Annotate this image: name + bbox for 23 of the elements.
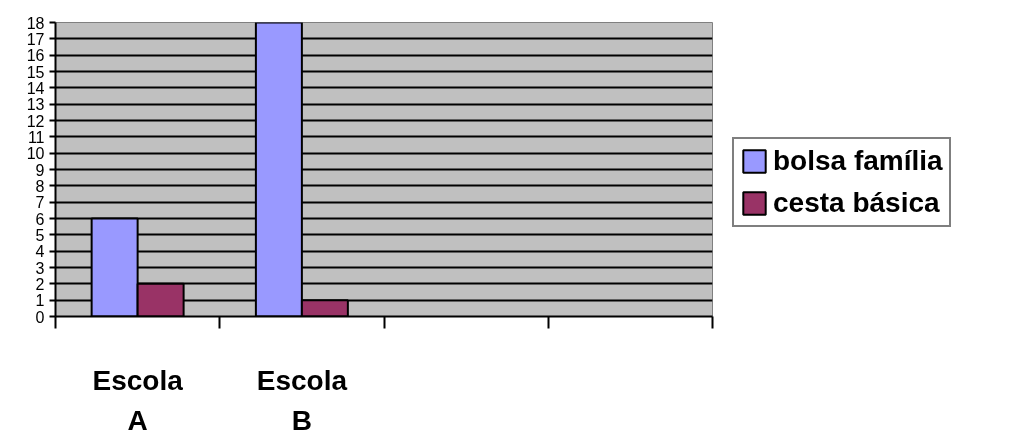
y-tick-label: 8: [35, 177, 45, 195]
y-tick-label: 10: [26, 145, 45, 163]
y-tick-label: 6: [35, 210, 45, 228]
y-tick-label: 7: [35, 194, 45, 212]
x-tick-label: Escola A: [92, 364, 184, 436]
y-tick-label: 2: [35, 275, 45, 293]
y-tick-label: 16: [26, 47, 45, 65]
legend-label: cesta básica: [773, 187, 940, 219]
y-tick-label: 18: [26, 14, 45, 32]
y-tick-label: 14: [26, 79, 45, 97]
y-tick-label: 15: [26, 63, 45, 81]
y-tick-label: 12: [26, 112, 45, 130]
y-tick-label: 1: [35, 292, 45, 310]
y-tick-label: 4: [35, 243, 45, 261]
y-tick-label: 0: [35, 308, 45, 326]
y-tick-label: 13: [26, 96, 45, 114]
x-tick-label: Escola B: [256, 364, 348, 436]
legend-label: bolsa família: [773, 145, 943, 177]
y-tick-label: 9: [35, 161, 45, 179]
y-tick-label: 5: [35, 226, 45, 244]
y-tick-label: 11: [27, 128, 45, 146]
y-tick-label: 17: [26, 30, 45, 48]
y-tick-label: 3: [35, 259, 45, 277]
